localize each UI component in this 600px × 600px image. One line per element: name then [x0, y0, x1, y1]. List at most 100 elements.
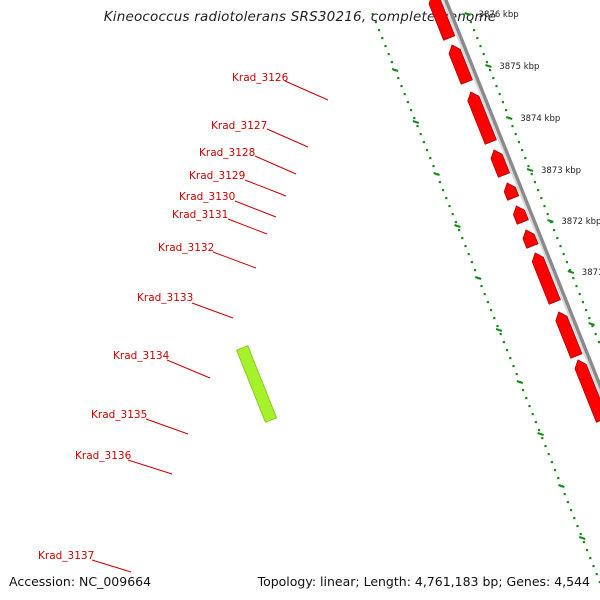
ruler-tick	[516, 380, 524, 384]
ruler-dot	[400, 85, 403, 88]
ruler-dot	[533, 181, 536, 184]
ruler-dot	[563, 493, 566, 496]
ruler-dot	[422, 141, 425, 144]
ruler-dot	[374, 21, 377, 24]
ruler-dot	[530, 173, 533, 176]
ruler-dot	[538, 429, 541, 432]
ruler-dot	[547, 453, 550, 456]
ruler-tick	[547, 219, 554, 223]
ruler-dot	[490, 309, 493, 312]
label-leaders	[91, 80, 329, 573]
ruler-dot	[476, 37, 479, 40]
ruler-tick	[412, 120, 420, 124]
ruler-right	[464, 12, 600, 344]
ruler-dot	[554, 469, 557, 472]
ruler-dot	[541, 437, 544, 440]
ruler-label: 3874 kbp	[520, 114, 560, 124]
ruler-dot	[413, 117, 416, 120]
ruler-dot	[378, 29, 381, 32]
ruler-dot	[473, 29, 476, 32]
ruler-dot	[474, 269, 477, 272]
gene-block	[467, 91, 497, 145]
ruler-dot	[442, 189, 445, 192]
ruler-dot	[461, 237, 464, 240]
ruler-dot	[546, 213, 549, 216]
gene-block	[555, 311, 583, 359]
ruler-label: 3873 kbp	[541, 166, 581, 176]
ruler-dot	[588, 317, 591, 320]
ruler-dot	[509, 357, 512, 360]
ruler-label: 3875 kbp	[499, 62, 539, 72]
ruler-dot	[573, 517, 576, 520]
ruler-dot	[458, 229, 461, 232]
gene-block	[503, 182, 520, 201]
ruler-dot	[544, 445, 547, 448]
ruler-dot	[419, 133, 422, 136]
ruler-label: 3872 kbp	[561, 217, 600, 227]
leader-line	[212, 251, 257, 269]
gene-label: Krad_3130	[179, 191, 235, 203]
ruler-left	[371, 13, 600, 584]
gene-label: Krad_3129	[189, 170, 245, 182]
ruler-label: 3876 kbp	[479, 10, 519, 20]
gene-track	[236, 0, 600, 423]
ruler-dot	[585, 309, 588, 312]
ruler-dot	[586, 549, 589, 552]
ruler-dot	[594, 333, 597, 336]
ruler-dot	[499, 333, 502, 336]
gene-block	[522, 229, 539, 249]
ruler-dot	[528, 405, 531, 408]
backbone	[441, 0, 600, 396]
ruler-dot	[403, 93, 406, 96]
ruler-dot	[486, 301, 489, 304]
gene-block	[490, 149, 511, 178]
gene-label: Krad_3128	[199, 147, 255, 159]
ruler-tick	[588, 322, 595, 326]
ruler-dot	[381, 37, 384, 40]
ruler-dot	[479, 45, 482, 48]
ruler-dot	[384, 45, 387, 48]
ruler-dot	[416, 125, 419, 128]
ruler-dot	[566, 501, 569, 504]
ruler-dot	[569, 269, 572, 272]
ruler-dot	[581, 301, 584, 304]
ruler-dot	[562, 253, 565, 256]
leader-line	[244, 179, 287, 197]
ruler-dot	[451, 213, 454, 216]
ruler-dot	[531, 413, 534, 416]
gene-block	[574, 359, 600, 423]
ruler-dot	[371, 13, 374, 16]
ruler-dot	[525, 397, 528, 400]
ruler-dot	[464, 245, 467, 248]
ruler-tick	[464, 12, 471, 16]
topology-label: Topology: linear; Length: 4,761,183 bp; …	[257, 574, 590, 589]
ruler-dot	[502, 341, 505, 344]
ruler-dot	[517, 141, 520, 144]
ruler-dot	[512, 365, 515, 368]
ruler-dot	[543, 205, 546, 208]
ruler-tick	[526, 168, 534, 172]
ruler-dot	[591, 325, 594, 328]
ruler-tick	[537, 432, 544, 436]
ruler-dot	[493, 317, 496, 320]
gene-label: Krad_3133	[137, 292, 193, 304]
leader-line	[166, 359, 211, 379]
ruler-dot	[572, 277, 575, 280]
ruler-dot	[522, 389, 525, 392]
ruler-tick	[433, 172, 440, 176]
ruler-dot	[426, 149, 429, 152]
ruler-dot	[570, 509, 573, 512]
ruler-dot	[480, 285, 483, 288]
ruler-dot	[390, 61, 393, 64]
leader-line	[227, 218, 268, 235]
ruler-labels: 3876 kbp 3875 kbp 3874 kbp 3873 kbp 3872 kbp…	[479, 10, 600, 278]
gene-block	[428, 0, 456, 41]
ruler-dot	[524, 157, 527, 160]
ruler-tick	[495, 328, 503, 332]
ruler-label: 3871 kbp	[582, 268, 600, 278]
ruler-tick	[454, 224, 461, 228]
ruler-dot	[485, 61, 488, 64]
ruler-dot	[432, 165, 435, 168]
gene-label: Krad_3127	[211, 120, 267, 132]
